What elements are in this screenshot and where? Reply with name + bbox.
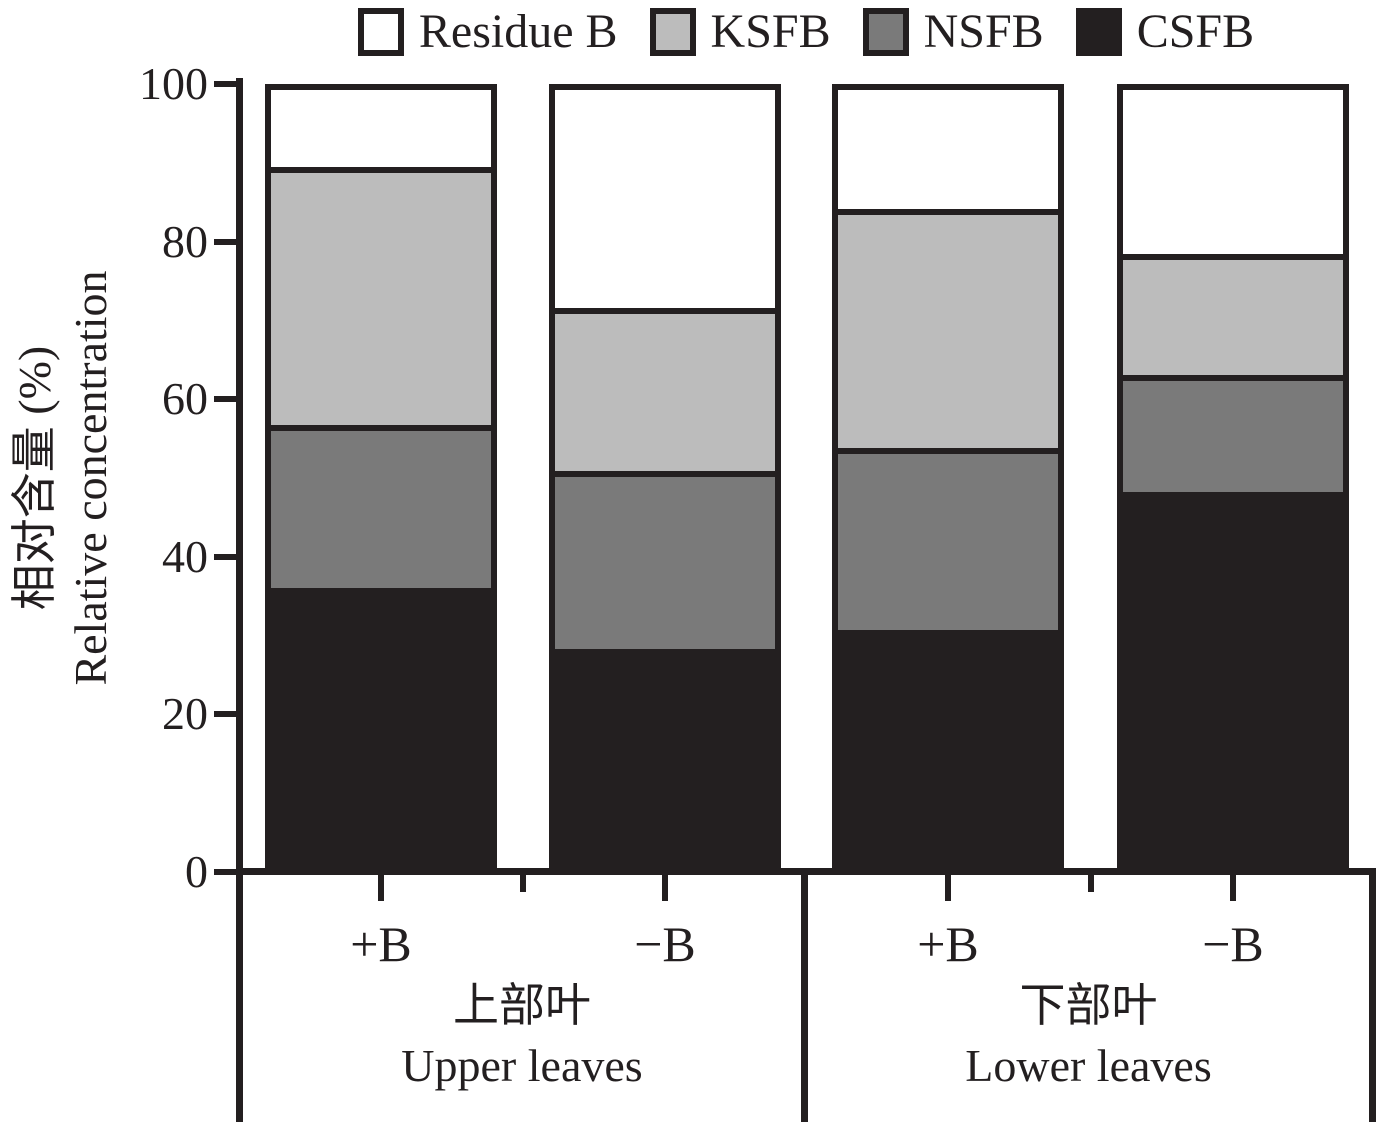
y-axis-tick: [214, 396, 236, 402]
bar-segment-csfb: [838, 629, 1058, 874]
bar-segment-ksfb: [1123, 254, 1343, 376]
chart-legend: Residue B KSFB NSFB CSFB: [236, 4, 1376, 60]
y-axis-tick-label: 60: [162, 373, 208, 424]
group-divider-line: [801, 868, 808, 1122]
legend-item-label: CSFB: [1136, 5, 1255, 58]
bar-segment-csfb: [555, 648, 775, 874]
x-axis-tick-major: [945, 875, 951, 901]
residue-b-swatch-icon: [357, 8, 404, 56]
ksfb-swatch-icon: [649, 8, 696, 56]
bar-segment-csfb: [1123, 492, 1343, 873]
y-axis-tick-label: 0: [185, 845, 208, 897]
csfb-swatch-icon: [1075, 8, 1122, 56]
y-axis-title-en: Relative concentration: [65, 270, 116, 686]
bar-segment-nsfb: [838, 447, 1058, 630]
y-axis-tick: [214, 711, 236, 717]
group-label-zh: 下部叶: [1019, 980, 1158, 1031]
x-axis-tick-minor: [520, 875, 526, 892]
group-label-en: Lower leaves: [965, 1040, 1212, 1091]
x-axis-tick-major: [662, 875, 668, 901]
legend-item: Residue B: [357, 4, 618, 60]
legend-item-label: KSFB: [710, 5, 831, 58]
bar-segment-ksfb: [271, 166, 491, 425]
y-axis-tick: [214, 238, 236, 245]
group-label: 下部叶 Lower leaves: [809, 976, 1369, 1096]
bar-segment-nsfb: [1123, 375, 1343, 493]
bar-category-label: −B: [1202, 916, 1264, 972]
group-label-en: Upper leaves: [401, 1040, 643, 1091]
x-axis-tick-minor: [1087, 875, 1094, 892]
x-axis-tick-major: [378, 875, 384, 901]
y-axis-title: 相对含量 (%) Relative concentration: [7, 270, 119, 685]
bar-category-label: +B: [917, 916, 979, 972]
y-axis-title-zh: 相对含量 (%): [9, 345, 60, 611]
group-label-zh: 上部叶: [453, 980, 591, 1031]
y-axis-tick: [214, 81, 236, 87]
legend-item: CSFB: [1075, 4, 1255, 60]
y-axis-tick-label: 20: [162, 688, 208, 739]
y-axis-tick: [214, 868, 236, 875]
group-divider-line: [1369, 868, 1376, 1122]
bar-segment-residue-b: [555, 84, 775, 309]
bar-segment-residue-b: [271, 84, 491, 167]
bar-segment-ksfb: [555, 308, 775, 471]
y-axis-line: [236, 78, 243, 1122]
bar-segment-csfb: [271, 587, 491, 873]
legend-item: NSFB: [862, 4, 1044, 60]
stacked-bar: [265, 84, 497, 873]
bar-segment-ksfb: [838, 208, 1058, 448]
nsfb-swatch-icon: [862, 8, 909, 56]
y-axis-tick-label: 80: [162, 215, 208, 267]
y-axis-tick: [214, 553, 236, 560]
y-axis-tick-label: 100: [139, 58, 208, 109]
legend-item-label: NSFB: [923, 5, 1044, 58]
stacked-bar: [549, 84, 781, 874]
bar-category-label: −B: [634, 916, 696, 972]
bar-segment-residue-b: [1123, 84, 1343, 255]
bar-category-label: +B: [350, 916, 412, 972]
group-label: 上部叶 Upper leaves: [242, 976, 802, 1096]
x-axis-tick-major: [1230, 875, 1236, 901]
stacked-bar: [832, 84, 1064, 874]
legend-item: KSFB: [649, 4, 831, 60]
bar-segment-nsfb: [555, 470, 775, 649]
y-axis-tick-label: 40: [162, 530, 208, 582]
stacked-bar: [1117, 84, 1349, 873]
bar-segment-nsfb: [271, 424, 491, 588]
legend-item-label: Residue B: [418, 5, 618, 58]
bar-segment-residue-b: [838, 84, 1058, 209]
